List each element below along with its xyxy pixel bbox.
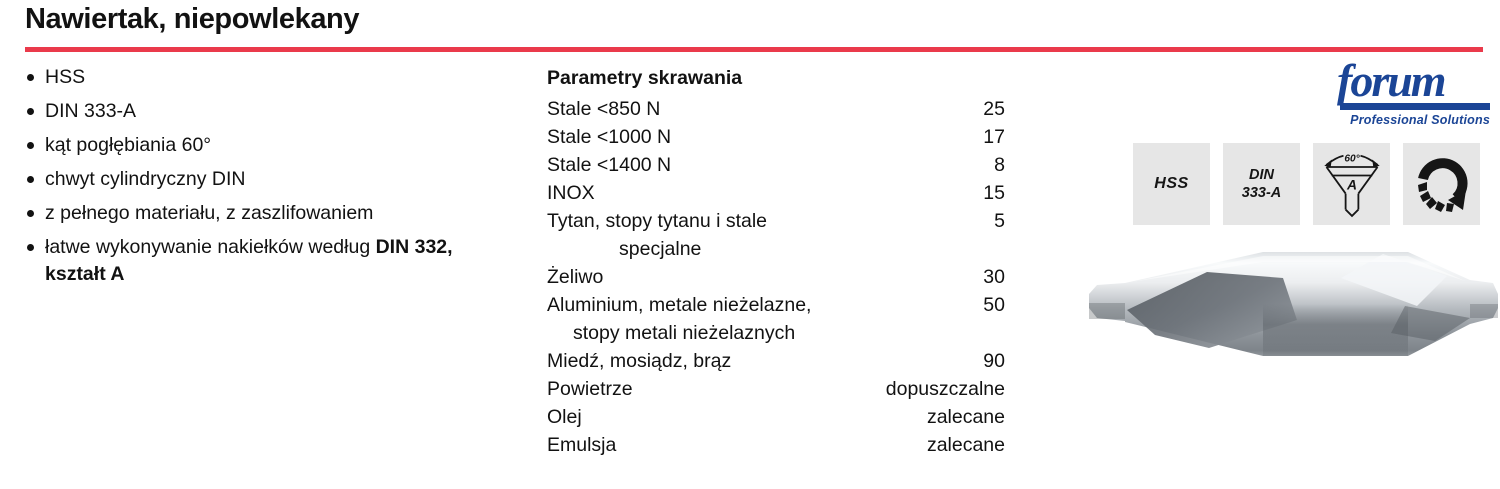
feature-text: HSS <box>45 66 86 88</box>
param-value: 90 <box>983 350 1005 372</box>
feature-text: łatwe wykonywanie nakiełków według DIN 3… <box>45 236 453 285</box>
badge-din-label: 333-A <box>1241 185 1282 201</box>
param-label: Stale <1400 N <box>547 154 672 176</box>
bullet-icon <box>27 108 34 115</box>
feature-item: kąt pogłębiania 60° <box>25 132 530 159</box>
param-label: Tytan, stopy tytanu i stale specjalne <box>547 210 768 260</box>
feature-item: DIN 333-A <box>25 98 530 125</box>
badge-hss-label: HSS <box>1154 175 1189 192</box>
param-label: Aluminium, metale nieżelazne, stopy meta… <box>547 294 812 344</box>
table-row: Emulsja zalecane <box>547 431 1005 459</box>
table-row: Miedź, mosiądz, brąz 90 <box>547 347 1005 375</box>
param-label: Żeliwo <box>547 266 604 288</box>
title-underline <box>25 47 1483 52</box>
brand-tagline: Professional Solutions <box>1350 113 1490 127</box>
param-value: 15 <box>983 182 1005 204</box>
cutting-parameters-table: Parametry skrawania Stale <850 N 25 Stal… <box>547 64 1005 459</box>
param-label: Emulsja <box>547 434 617 456</box>
feature-item: łatwe wykonywanie nakiełków według DIN 3… <box>25 234 530 288</box>
param-value: zalecane <box>926 406 1005 428</box>
feature-item: chwyt cylindryczny DIN <box>25 166 530 193</box>
table-row: Aluminium, metale nieżelazne, stopy meta… <box>547 291 1005 347</box>
table-row: Stale <850 N 25 <box>547 95 1005 123</box>
table-row: Tytan, stopy tytanu i stale specjalne 5 <box>547 207 1005 263</box>
table-row: Stale <1400 N 8 <box>547 151 1005 179</box>
param-label: Stale <850 N <box>547 98 661 120</box>
bullet-icon <box>27 244 34 251</box>
brand-logo: forum Professional Solutions <box>1337 55 1490 127</box>
bullet-icon <box>27 176 34 183</box>
param-label: Miedź, mosiądz, brąz <box>547 350 732 372</box>
countersink-angle-icon: 60° A <box>1323 154 1380 218</box>
center-drill-image <box>1089 252 1498 356</box>
svg-text:A: A <box>1346 176 1357 192</box>
table-row: INOX 15 <box>547 179 1005 207</box>
badge-din-label: DIN <box>1249 167 1274 183</box>
feature-text: kąt pogłębiania 60° <box>45 134 212 156</box>
badge-din-333-a: DIN 333-A <box>1223 143 1300 225</box>
feature-text: DIN 333-A <box>45 100 137 122</box>
param-label: Olej <box>547 406 582 428</box>
brand-underline <box>1340 103 1490 110</box>
table-header: Parametry skrawania <box>547 67 743 89</box>
bullet-icon <box>27 142 34 149</box>
table-row: Powietrze dopuszczalne <box>547 375 1005 403</box>
svg-text:60°: 60° <box>1344 154 1360 165</box>
badge-countersink-angle: 60° A <box>1313 143 1390 225</box>
feature-item: z pełnego materiału, z zaszlifowaniem <box>25 200 530 227</box>
param-value: dopuszczalne <box>885 378 1005 400</box>
param-value: 30 <box>983 266 1005 288</box>
feature-item: HSS <box>25 64 530 91</box>
bullet-icon <box>27 210 34 217</box>
spec-badges: HSS DIN 333-A 60° A <box>1133 143 1480 225</box>
product-image <box>1085 247 1500 367</box>
param-label: Powietrze <box>547 378 633 400</box>
table-row: Stale <1000 N 17 <box>547 123 1005 151</box>
param-label: Stale <1000 N <box>547 126 672 148</box>
table-row: Olej zalecane <box>547 403 1005 431</box>
param-label: INOX <box>547 182 595 204</box>
param-value: 25 <box>983 98 1005 120</box>
param-value: 8 <box>994 154 1005 176</box>
page-title: Nawiertak, niepowlekany <box>25 3 360 35</box>
param-value: 5 <box>994 210 1005 232</box>
feature-list: HSS DIN 333-A kąt pogłębiania 60° chwyt … <box>25 64 530 295</box>
badge-hss: HSS <box>1133 143 1210 225</box>
badge-rotation <box>1403 143 1480 225</box>
param-value: 17 <box>983 126 1005 148</box>
param-value: 50 <box>983 294 1005 316</box>
bullet-icon <box>27 74 34 81</box>
brand-wordmark: forum <box>1337 55 1447 106</box>
rotation-direction-icon <box>1417 158 1468 212</box>
feature-text: z pełnego materiału, z zaszlifowaniem <box>45 202 374 224</box>
feature-text: chwyt cylindryczny DIN <box>45 168 246 190</box>
param-value: zalecane <box>926 434 1005 456</box>
table-row: Żeliwo 30 <box>547 263 1005 291</box>
